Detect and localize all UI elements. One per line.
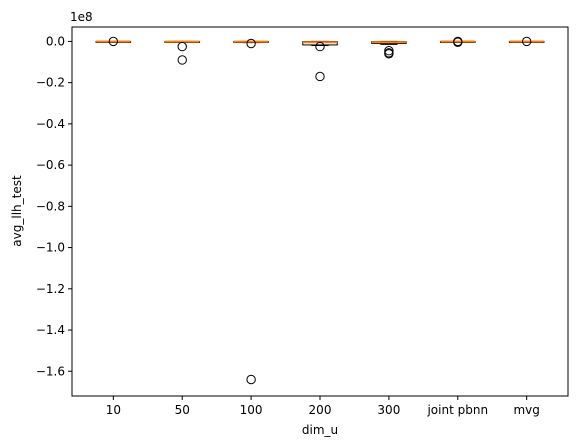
box-outlier	[246, 38, 256, 49]
y-tick-label: −1.0	[36, 241, 65, 255]
y-tick-label: −0.2	[36, 76, 65, 90]
y-axis-label: avg_llh_test	[10, 175, 24, 247]
box-outlier	[384, 49, 394, 59]
y-tick-label: −0.4	[36, 117, 65, 131]
box-outlier	[521, 36, 532, 47]
y-offset-label: 1e8	[70, 10, 93, 24]
y-tick-label: −0.6	[36, 158, 65, 172]
box-outlier	[453, 37, 463, 47]
x-axis-label: dim_u	[302, 423, 338, 437]
x-tick-label: mvg	[513, 403, 539, 417]
x-tick-label: 300	[377, 403, 400, 417]
plot-area: 0.0 −0.2 −0.4 −0.6 −0.8 −1.0 −1.2 −1.4 −1.6 10 50 1…	[36, 34, 545, 417]
x-tick-label: 50	[175, 403, 190, 417]
box-outlier	[315, 41, 325, 52]
box-outlier	[177, 55, 187, 65]
box-outlier	[177, 41, 187, 52]
y-tick-label: 0.0	[46, 34, 65, 48]
y-tick-label: −1.6	[36, 364, 65, 378]
y-tick-label: −0.8	[36, 199, 65, 213]
x-tick-label: joint pbnn	[426, 403, 488, 417]
y-tick-label: −1.2	[36, 282, 65, 296]
box-outlier	[108, 36, 119, 47]
box-outlier	[246, 374, 256, 385]
box-outlier	[315, 71, 325, 82]
x-tick-label: 200	[309, 403, 332, 417]
x-tick-label: 10	[106, 403, 121, 417]
axes-frame	[71, 26, 569, 397]
y-tick-label: −1.4	[36, 323, 65, 337]
x-tick-label: 100	[240, 403, 263, 417]
